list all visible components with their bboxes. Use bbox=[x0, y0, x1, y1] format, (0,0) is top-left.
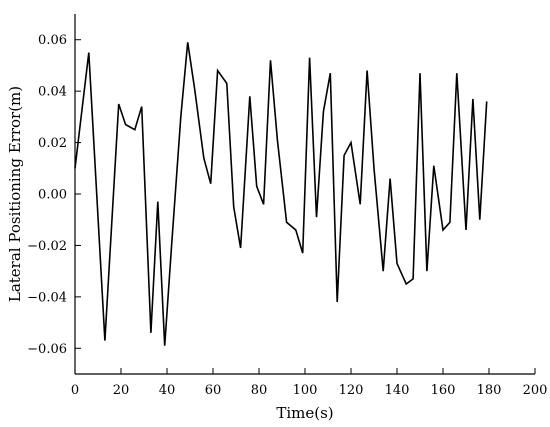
y-tick-label: 0.06 bbox=[38, 33, 67, 48]
x-tick-label: 20 bbox=[113, 383, 130, 398]
y-tick-label: 0.02 bbox=[38, 136, 67, 151]
y-tick-label: 0.04 bbox=[38, 85, 67, 100]
x-tick-label: 0 bbox=[71, 383, 79, 398]
x-tick-label: 40 bbox=[159, 383, 176, 398]
y-tick-label: −0.06 bbox=[27, 342, 67, 357]
x-tick-label: 200 bbox=[523, 383, 548, 398]
y-tick-label: 0.00 bbox=[38, 188, 67, 203]
series-layer bbox=[74, 42, 488, 346]
x-axis-title: Time(s) bbox=[276, 404, 333, 422]
series-line bbox=[74, 42, 488, 346]
y-tick-label: −0.04 bbox=[27, 290, 67, 305]
x-tick-label: 180 bbox=[477, 383, 502, 398]
y-tick-label: −0.02 bbox=[27, 239, 67, 254]
x-tick-label: 60 bbox=[205, 383, 222, 398]
y-axis-ticks: −0.06 −0.04 −0.02 0.00 0.02 0.04 0.06 bbox=[27, 33, 81, 357]
x-tick-label: 160 bbox=[431, 383, 456, 398]
y-axis-title: Lateral Positioning Error(m) bbox=[6, 86, 24, 302]
x-axis-ticks: 0 20 40 60 80 100 120 140 160 180 200 bbox=[71, 368, 548, 398]
x-tick-label: 80 bbox=[251, 383, 268, 398]
x-tick-label: 120 bbox=[339, 383, 364, 398]
x-tick-label: 140 bbox=[385, 383, 410, 398]
x-tick-label: 100 bbox=[293, 383, 318, 398]
